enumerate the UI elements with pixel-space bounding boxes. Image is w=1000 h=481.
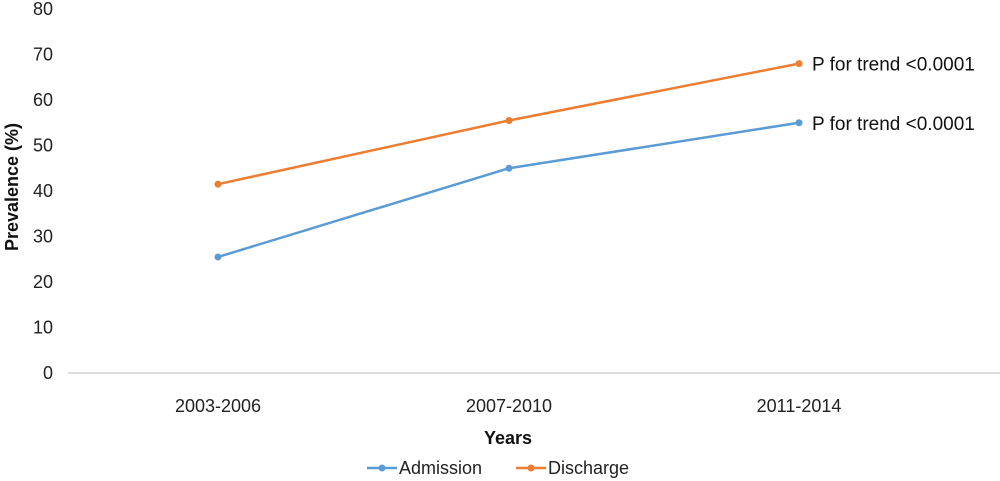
trend-annotation: P for trend <0.0001: [812, 114, 975, 135]
series-line: [216, 121, 801, 259]
y-tick-label: 50: [33, 136, 53, 156]
y-tick-label: 30: [33, 227, 53, 247]
legend-item: Admission: [367, 458, 482, 478]
series-group: P for trend <0.0001 P for trend <0.0001: [214, 55, 975, 261]
y-tick-label: 70: [33, 45, 53, 65]
legend-label: Admission: [399, 458, 482, 478]
data-point: [795, 119, 803, 127]
y-tick-label: 60: [33, 90, 53, 110]
legend-swatch-marker: [527, 464, 535, 472]
series-discharge: P for trend <0.0001: [214, 55, 975, 188]
x-tick-label: 2003-2006: [175, 396, 261, 416]
data-point: [505, 116, 513, 124]
legend: Admission Discharge: [367, 458, 629, 478]
y-axis-ticks: 0 10 20 30 40 50 60 70 80: [33, 0, 53, 383]
data-point: [795, 60, 803, 68]
y-tick-label: 20: [33, 272, 53, 292]
legend-swatch-marker: [378, 464, 386, 472]
y-tick-label: 0: [43, 363, 53, 383]
data-point: [214, 253, 222, 261]
y-tick-label: 80: [33, 0, 53, 19]
x-tick-label: 2011-2014: [757, 396, 842, 416]
x-axis-ticks: 2003-2006 2007-2010 2011-2014: [175, 396, 841, 416]
data-point: [505, 164, 513, 172]
y-tick-label: 40: [33, 181, 53, 201]
trend-annotation: P for trend <0.0001: [812, 55, 975, 76]
x-tick-label: 2007-2010: [466, 396, 552, 416]
y-axis-title: Prevalence (%): [2, 123, 22, 251]
y-tick-label: 10: [33, 318, 53, 338]
data-point: [214, 180, 222, 188]
x-axis-title: Years: [484, 428, 532, 448]
series-admission: P for trend <0.0001: [214, 114, 975, 261]
legend-label: Discharge: [548, 458, 629, 478]
legend-item: Discharge: [516, 458, 629, 478]
